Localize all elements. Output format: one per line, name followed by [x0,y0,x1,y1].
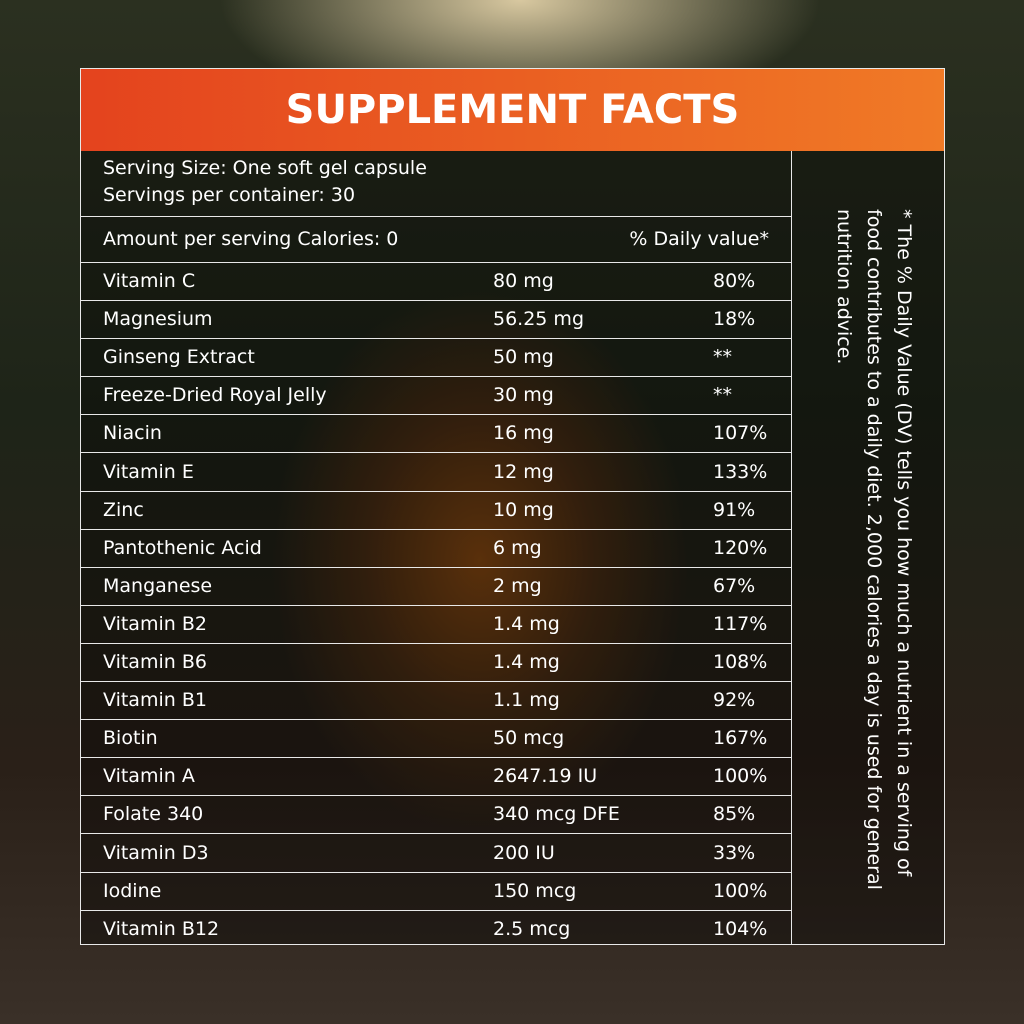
nutrient: Ginseng Extract [103,346,255,369]
table-row: Pantothenic Acid 6 mg 120% [81,530,791,568]
nutrient: Vitamin A [103,765,195,788]
amount: 1.4 mg [493,651,560,673]
table-row: Vitamin E 12 mg 133% [81,454,791,492]
table-row: Folate 340 340 mcg DFE 85% [81,796,791,835]
nutrient: Folate 340 [103,803,204,826]
daily-value-header: % Daily value* [629,228,769,250]
nutrient: Biotin [103,727,158,750]
table-row: Freeze-Dried Royal Jelly 30 mg ** [81,377,791,416]
nutrient: Vitamin B2 [103,612,207,635]
daily-value: 100% [713,765,768,788]
nutrient: Manganese [103,574,213,597]
servings-per-container: Servings per container: 30 [103,184,356,206]
nutrient: Pantothenic Acid [103,536,262,559]
nutrient: Magnesium [103,308,213,331]
daily-value: 117% [713,612,768,635]
amount: 12 mg [493,460,554,483]
table-row: Vitamin B12 2.5 mcg 104% [81,911,791,949]
table-row: Vitamin B2 1.4 mg 117% [81,606,791,644]
daily-value: ** [713,384,732,407]
amount: 2 mg [493,574,542,597]
amount: 150 mcg [493,879,577,902]
amount: 1.1 mg [493,689,560,712]
amount: 50 mg [493,346,554,369]
amount: 340 mcg DFE [493,803,620,826]
daily-value: 80% [713,270,756,292]
facts-table: Serving Size: One soft gel capsule Servi… [81,151,792,944]
amount: 56.25 mg [493,308,585,331]
table-row: Vitamin D3 200 IU 33% [81,835,791,873]
table-row: Ginseng Extract 50 mg ** [81,339,791,378]
amount-header: Amount per serving Calories: 0 [103,228,399,250]
serving-info: Serving Size: One soft gel capsule Servi… [81,151,791,217]
amount: 200 IU [493,841,555,864]
table-row: Vitamin B6 1.4 mg 108% [81,644,791,683]
nutrient: Vitamin B12 [103,917,220,940]
amount: 10 mg [493,498,554,521]
table-row: Vitamin C 80 mg 80% [81,263,791,302]
nutrient: Vitamin E [103,460,194,483]
amount: 1.4 mg [493,612,560,635]
footnote: * The % Daily Value (DV) tells you how m… [833,209,915,890]
daily-value: 67% [713,574,756,597]
daily-value: 108% [713,651,768,673]
daily-value: 85% [713,803,756,826]
table-row: Vitamin B1 1.1 mg 92% [81,682,791,721]
daily-value: 33% [713,841,756,864]
daily-value: 92% [713,689,756,712]
table-row: Niacin 16 mg 107% [81,415,791,454]
daily-value: 18% [713,308,756,331]
nutrient: Vitamin B1 [103,689,207,712]
daily-value: 107% [713,422,768,445]
daily-value: 167% [713,727,768,750]
nutrient: Vitamin B6 [103,651,207,673]
nutrient: Freeze-Dried Royal Jelly [103,384,327,407]
daily-value: 104% [713,917,768,940]
daily-value: 91% [713,498,756,521]
amount: 80 mg [493,270,554,292]
amount: 16 mg [493,422,554,445]
nutrient: Zinc [103,498,144,521]
table-row: Zinc 10 mg 91% [81,492,791,530]
table-row: Vitamin A 2647.19 IU 100% [81,758,791,797]
nutrient: Iodine [103,879,162,902]
table-row: Manganese 2 mg 67% [81,568,791,606]
table-row: Iodine 150 mcg 100% [81,873,791,911]
table-row: Biotin 50 mcg 167% [81,720,791,759]
facts-panel: SUPPLEMENT FACTS Serving Size: One soft … [80,68,945,945]
title: SUPPLEMENT FACTS [81,69,944,151]
serving-size: Serving Size: One soft gel capsule [103,157,427,179]
amount: 30 mg [493,384,554,407]
daily-value: 120% [713,536,768,559]
nutrient: Niacin [103,422,162,445]
table-row: Magnesium 56.25 mg 18% [81,301,791,340]
amount: 2.5 mcg [493,917,571,940]
amount: 50 mcg [493,727,565,750]
nutrient: Vitamin C [103,270,196,292]
amount: 2647.19 IU [493,765,598,788]
amount: 6 mg [493,536,542,559]
daily-value: 133% [713,460,768,483]
nutrient: Vitamin D3 [103,841,209,864]
table-head: Amount per serving Calories: 0 % Daily v… [81,217,791,263]
daily-value: ** [713,346,732,369]
daily-value: 100% [713,879,768,902]
